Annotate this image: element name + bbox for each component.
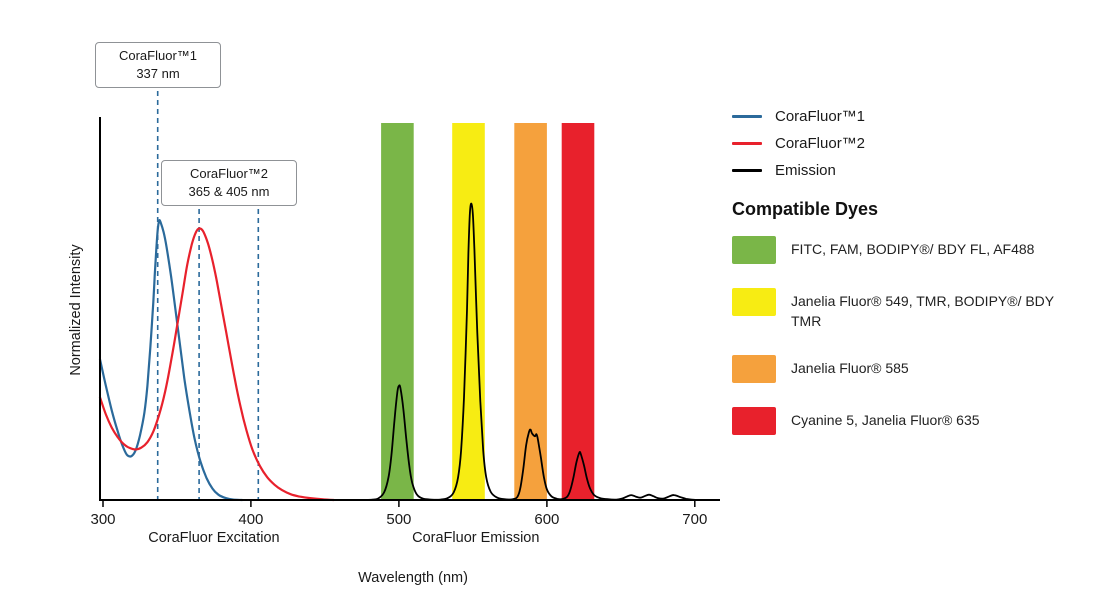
callout-corafluor2-365-405nm: CoraFluor™2 365 & 405 nm [161,160,297,207]
dye-item-yellow: Janelia Fluor® 549, TMR, BODIPY®/ BDY TM… [732,288,1104,331]
x-tick-label: 400 [238,511,263,528]
callout-corafluor1-337nm: CoraFluor™1 337 nm [95,42,221,89]
red-dye-swatch [732,407,776,436]
y-axis-label: Normalized Intensity [68,244,84,376]
compatible-dyes-heading: Compatible Dyes [732,199,879,219]
callout-title: CoraFluor™2 [189,166,269,181]
corafluor1-line-swatch [732,115,762,118]
series-curve-1 [98,227,335,502]
emission-band-1 [452,123,485,500]
axis-group-label-1: CoraFluor Emission [412,530,539,546]
x-tick-label: 500 [386,511,411,528]
dye-label: Janelia Fluor® 549, TMR, BODIPY®/ BDY TM… [791,293,1054,329]
legend-label: CoraFluor™2 [775,135,866,152]
emission-line-swatch [732,169,762,172]
orange-dye-swatch [732,355,776,384]
legend-label: CoraFluor™1 [775,108,866,125]
legend-item-corafluor1: CoraFluor™1 [732,108,1104,125]
x-axis-label: Wavelength (nm) [358,570,468,586]
dye-item-red: Cyanine 5, Janelia Fluor® 635 [732,407,1104,436]
spectra-plot: 300 400 500 600 700 CoraFluor Excitation CoraF… [90,82,720,546]
corafluor2-line-swatch [732,142,762,145]
compatible-dyes-list: FITC, FAM, BODIPY®/ BDY FL, AF488 Janeli… [732,236,1104,436]
series-curve-0 [98,219,244,502]
green-dye-swatch [732,236,776,264]
callout-value: 365 & 405 nm [188,184,270,200]
callout-title: CoraFluor™1 [118,48,198,63]
dye-label: Cyanine 5, Janelia Fluor® 635 [791,412,980,429]
dye-label: FITC, FAM, BODIPY®/ BDY FL, AF488 [791,241,1035,257]
axis-group-label-0: CoraFluor Excitation [148,530,279,546]
legend-label: Emission [775,162,836,179]
series-curve-2 [362,202,701,501]
dye-label: Janelia Fluor® 585 [791,360,909,377]
legend-item-emission: Emission [732,162,1104,179]
legend-item-corafluor2: CoraFluor™2 [732,135,1104,152]
emission-band-2 [514,123,547,500]
emission-band-3 [561,123,595,500]
x-tick-label: 300 [90,511,115,528]
dye-item-green: FITC, FAM, BODIPY®/ BDY FL, AF488 [732,236,1104,264]
yellow-dye-swatch [732,288,776,316]
x-tick-label: 600 [534,511,559,528]
legend-panel: CoraFluor™1 CoraFluor™2 Emission Compati… [732,108,1104,459]
emission-band-0 [381,123,414,500]
dye-item-orange: Janelia Fluor® 585 [732,355,1104,384]
x-tick-label: 700 [682,511,707,528]
series-legend: CoraFluor™1 CoraFluor™2 Emission [732,108,1104,179]
callout-value: 337 nm [136,66,180,82]
